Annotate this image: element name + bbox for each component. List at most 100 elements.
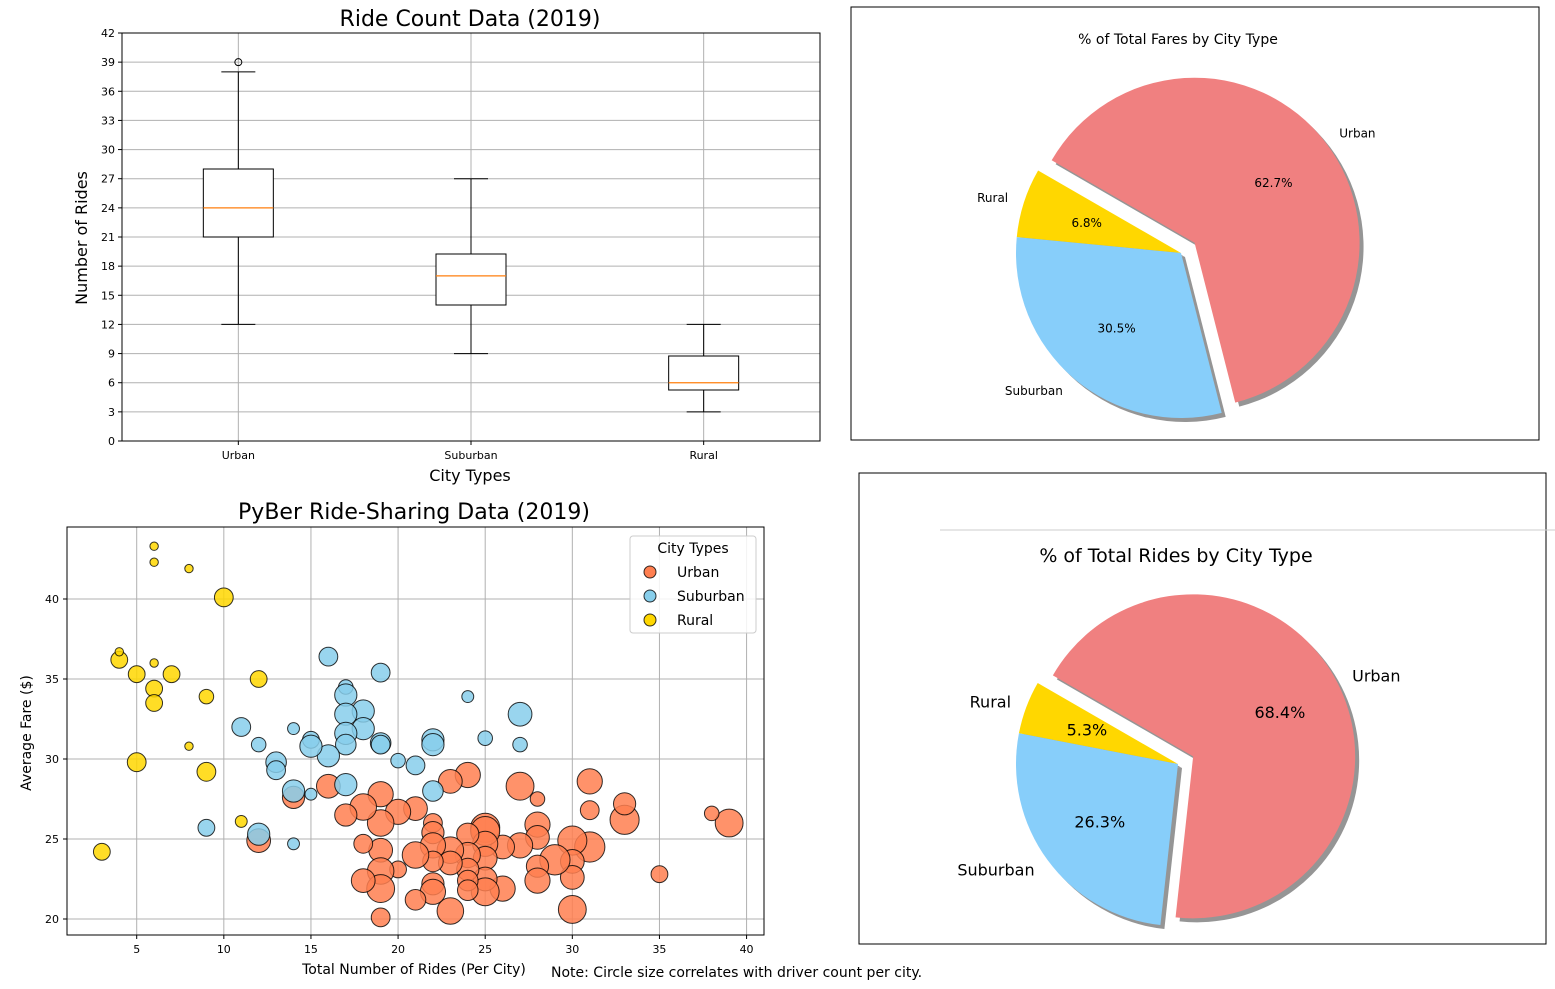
box-plot-y-tick-label: 33 — [101, 114, 115, 127]
bubble-chart-x-tick-label: 20 — [391, 943, 405, 956]
bubble-chart-x-tick-label: 35 — [652, 943, 666, 956]
fares-pie-panel: % of Total Fares by City Type Rural 6.8% S… — [850, 6, 1540, 441]
bubble-point-rural — [145, 694, 164, 712]
pie-label-rural: Rural — [977, 191, 1008, 205]
bubble-chart-legend: City Types Urban Suburban Rural — [629, 535, 757, 634]
box-plot-box — [668, 355, 740, 391]
pie-slice-urban — [1052, 594, 1356, 919]
legend-label-suburban: Suburban — [677, 589, 745, 605]
bubble-point-suburban — [318, 646, 339, 667]
box-plot-x-ticks: Urban Suburban Rural — [222, 441, 718, 462]
bubble-point-urban — [334, 803, 358, 827]
pie-label-suburban: Suburban — [1005, 384, 1063, 398]
pie-value-label-suburban: 30.5% — [1097, 321, 1135, 335]
bubble-point-urban — [366, 809, 395, 837]
bubble-point-suburban — [287, 837, 300, 851]
pie-slice-rural — [1018, 683, 1178, 764]
pie-value-label-urban: 68.4% — [1254, 703, 1305, 722]
pie-slice-suburban — [1016, 733, 1178, 926]
rides-pie-chart: Rural 5.3% Suburban 26.3% Urban 68.4% — [957, 594, 1401, 930]
box-plot-y-tick-label: 12 — [101, 318, 115, 331]
legend-marker-suburban — [643, 589, 657, 603]
bubble-point-rural — [184, 741, 194, 751]
bubble-point-suburban — [197, 818, 216, 837]
bubble-point-rural — [196, 761, 217, 782]
box-plot-y-tick-label: 3 — [108, 406, 115, 419]
bubble-point-urban — [456, 879, 479, 901]
box-plot-y-tick-label: 15 — [101, 289, 115, 302]
box-plot-y-tick-label: 0 — [108, 435, 115, 448]
bubble-point-urban — [557, 894, 587, 924]
legend-label-rural: Rural — [677, 613, 713, 629]
bubble-point-rural — [149, 557, 159, 567]
box-plot-outlier — [234, 58, 243, 67]
bubble-point-urban — [436, 897, 465, 925]
bubble-point-urban — [703, 805, 720, 822]
bubble-point-suburban — [477, 730, 493, 746]
bubble-chart-x-tick-label: 25 — [478, 943, 492, 956]
bubble-point-urban — [579, 800, 600, 821]
bubble-point-suburban — [299, 734, 323, 758]
pie-slice-urban — [1051, 77, 1360, 403]
bubble-chart-x-tick-label: 15 — [304, 943, 318, 956]
pie-label-rural: Rural — [970, 692, 1011, 711]
bubble-point-urban — [650, 865, 669, 884]
box-plot-y-tick-label: 36 — [101, 85, 115, 98]
box-plot-y-tick-label: 42 — [101, 27, 115, 40]
pie-slice-rural — [1016, 170, 1181, 253]
rides-pie-title: % of Total Rides by City Type — [1039, 545, 1312, 567]
legend-title: City Types — [657, 541, 728, 557]
rides-pie-panel: % of Total Rides by City Type Rural 5.3% S… — [858, 472, 1555, 945]
bubble-chart-x-tick-label: 5 — [133, 943, 140, 956]
box-plot-y-tick-label: 6 — [108, 377, 115, 390]
box-plot-x-tick-label: Suburban — [444, 449, 497, 462]
bubble-point-rural — [198, 688, 215, 705]
bubble-chart-y-tick-label: 30 — [45, 753, 59, 766]
box-plot-box — [202, 168, 274, 238]
box-plot-y-axis-label: Number of Rides — [72, 171, 91, 305]
bubble-point-rural — [162, 665, 181, 684]
bubble-point-urban — [529, 791, 546, 807]
bubble-point-suburban — [512, 736, 528, 753]
bubble-point-urban — [404, 889, 427, 911]
bubble-point-rural — [126, 752, 147, 773]
box-plot-y-tick-label: 9 — [108, 348, 115, 361]
bubble-point-suburban — [461, 690, 475, 704]
bubble-point-urban — [370, 907, 391, 928]
bubble-chart-note: Note: Circle size correlates with driver… — [551, 965, 922, 981]
bubble-point-rural — [213, 587, 234, 608]
bubble-point-urban — [524, 867, 551, 894]
bubble-point-suburban — [266, 760, 286, 781]
bubble-chart-y-ticks: 20 25 30 35 40 — [45, 593, 67, 926]
legend-box — [629, 535, 757, 634]
bubble-point-rural — [92, 842, 111, 861]
bubble-chart-y-tick-label: 40 — [45, 593, 59, 606]
fares-pie-chart: Rural 6.8% Suburban 30.5% Urban 62.7% — [977, 77, 1376, 422]
legend-marker-urban — [643, 565, 657, 579]
bubble-point-urban — [401, 841, 430, 869]
bubble-chart-x-tick-label: 30 — [565, 943, 579, 956]
bubble-point-rural — [149, 541, 159, 551]
legend-marker-rural — [643, 613, 657, 627]
bubble-chart-x-ticks: 5 10 15 20 25 30 35 40 — [133, 935, 754, 956]
bubble-chart-y-axis-label: Average Fare ($) — [19, 675, 35, 791]
bubble-point-urban — [353, 833, 374, 854]
bubble-chart-x-tick-label: 40 — [740, 943, 754, 956]
bubble-chart-frame — [66, 526, 765, 936]
box-plot-title: Ride Count Data (2019) — [340, 7, 601, 32]
bubble-point-urban — [505, 771, 535, 801]
pie-label-urban: Urban — [1352, 666, 1400, 685]
bubble-point-rural — [127, 665, 146, 684]
bubble-point-rural — [184, 563, 194, 574]
bubble-point-urban — [576, 768, 603, 795]
box-plot-marks — [202, 58, 740, 413]
box-plot-box — [435, 253, 507, 306]
pie-label-urban: Urban — [1339, 126, 1375, 140]
bubble-point-urban — [714, 808, 744, 838]
bubble-point-rural — [234, 814, 248, 828]
bubble-point-suburban — [390, 752, 406, 769]
box-plot-y-tick-label: 21 — [101, 231, 115, 244]
bubble-point-suburban — [335, 733, 357, 756]
pie-value-label-rural: 6.8% — [1071, 216, 1102, 230]
